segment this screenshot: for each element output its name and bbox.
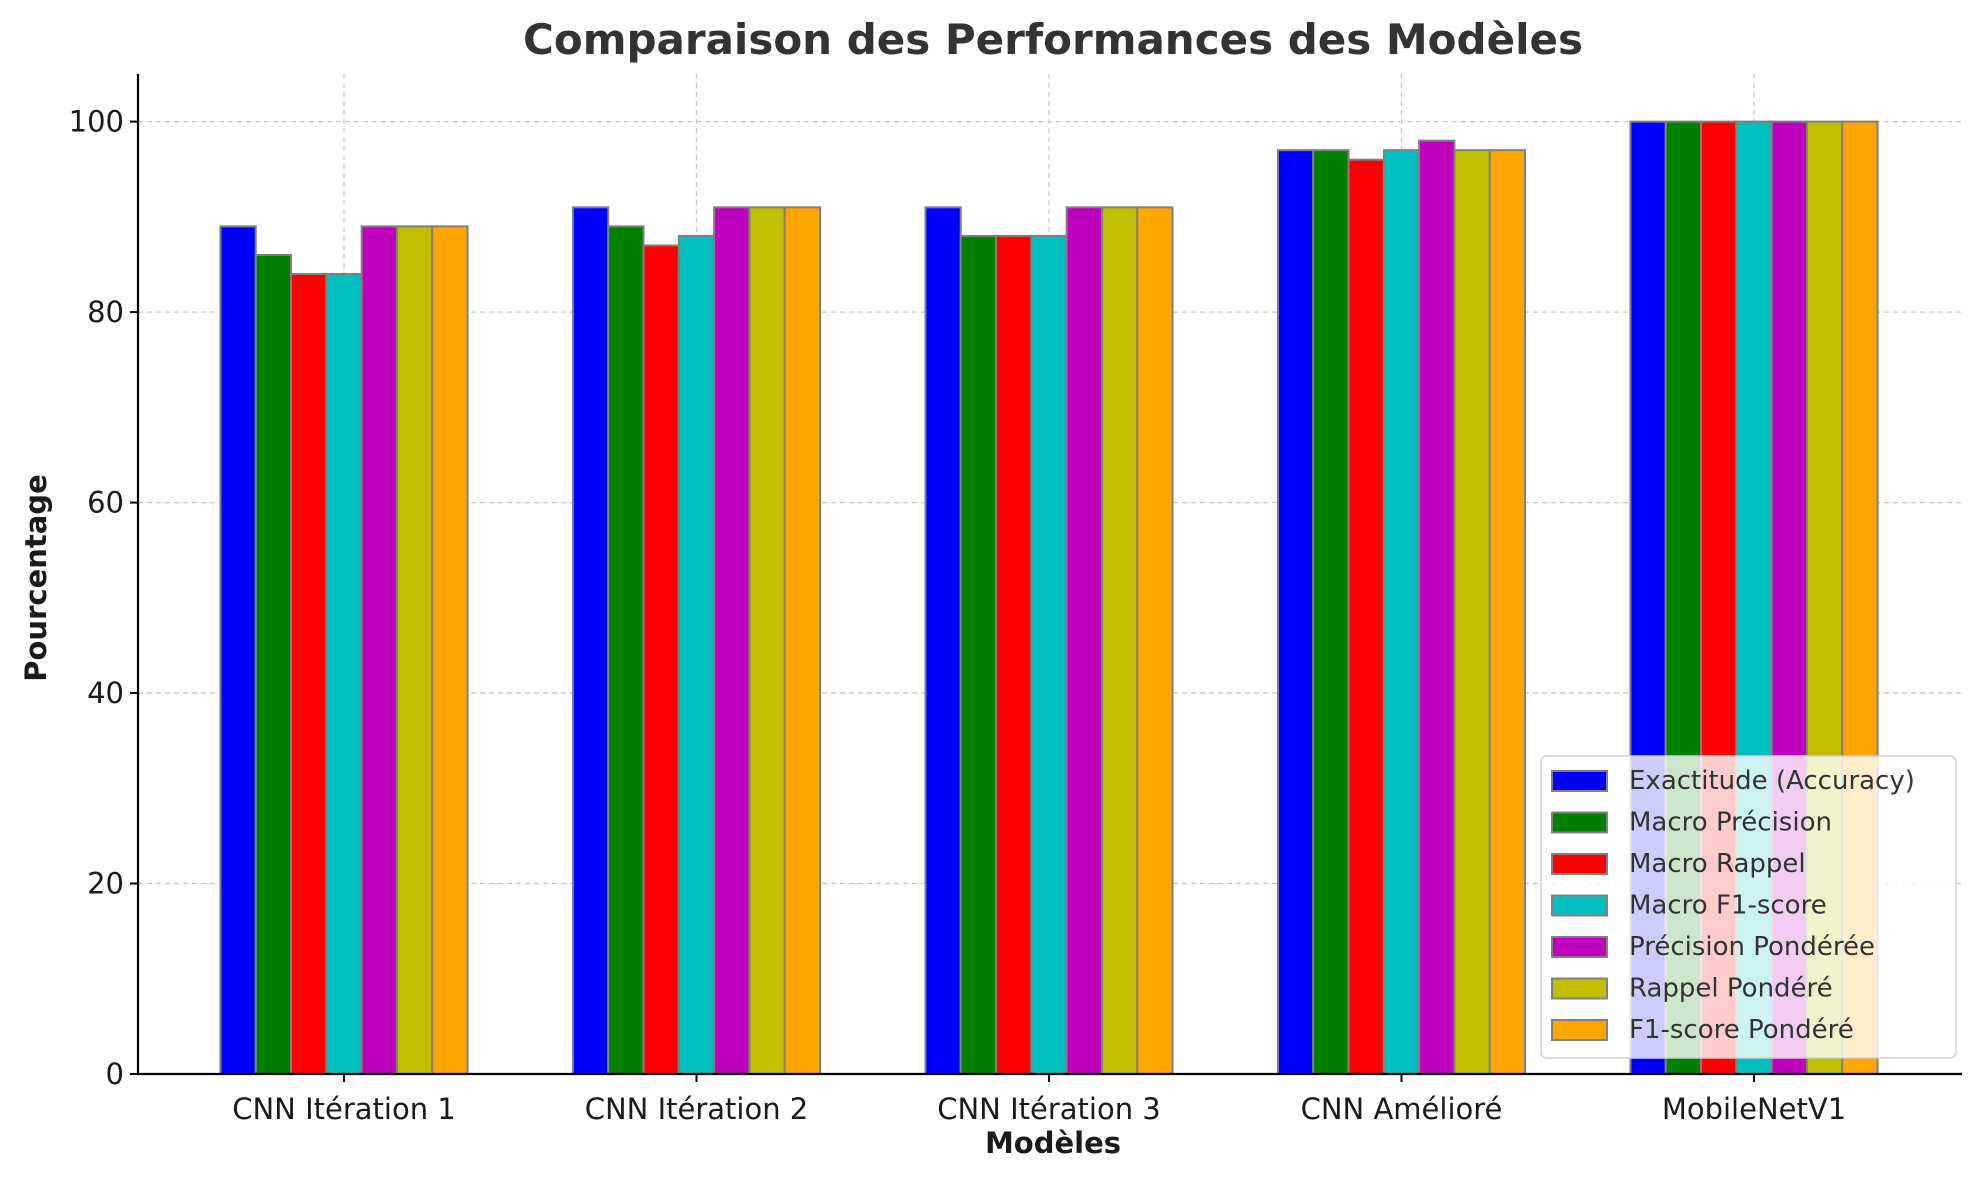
legend-swatch xyxy=(1551,894,1608,917)
legend-swatch xyxy=(1551,936,1608,958)
bar xyxy=(1065,206,1103,1076)
y-tick-label: 40 xyxy=(87,676,124,710)
bar xyxy=(290,273,328,1075)
bar xyxy=(1276,149,1315,1075)
legend-item-label: Macro Rappel xyxy=(1629,849,1806,879)
legend-swatch xyxy=(1551,1019,1608,1041)
bar xyxy=(713,206,751,1076)
y-axis-label: Pourcentage xyxy=(19,474,53,682)
y-tick-label: 0 xyxy=(106,1057,124,1091)
bars xyxy=(219,120,1879,1076)
bar xyxy=(254,253,293,1075)
bar xyxy=(360,225,398,1075)
bar xyxy=(325,273,363,1075)
legend-item-label: Rappel Pondéré xyxy=(1629,974,1833,1004)
bar xyxy=(571,206,610,1076)
legend-item-label: F1-score Pondéré xyxy=(1629,1015,1854,1045)
legend: Exactitude (Accuracy) Macro Précision Macr… xyxy=(1540,755,1957,1059)
x-axis-label: Modèles xyxy=(985,1126,1121,1160)
x-tick-label: MobileNetV1 xyxy=(1662,1092,1846,1126)
y-tick-label: 60 xyxy=(87,486,124,520)
y-tick-label: 20 xyxy=(87,867,124,901)
y-tick-label: 80 xyxy=(87,295,124,329)
bar xyxy=(1453,149,1491,1075)
legend-item-label: Précision Pondérée xyxy=(1629,932,1875,962)
legend-item-label: Macro Précision xyxy=(1629,808,1832,838)
bar xyxy=(1382,149,1421,1075)
bar xyxy=(677,234,716,1075)
legend-swatch xyxy=(1551,811,1608,834)
bar xyxy=(1312,149,1350,1075)
chart-title: Comparaison des Performances des Modèles xyxy=(523,15,1583,64)
bar xyxy=(995,234,1033,1075)
bar xyxy=(1136,206,1174,1076)
bar xyxy=(1488,149,1527,1075)
bar xyxy=(1418,139,1456,1075)
legend-item-label: Exactitude (Accuracy) xyxy=(1629,766,1915,796)
bar xyxy=(1030,234,1068,1075)
legend-swatch xyxy=(1551,853,1608,875)
bar xyxy=(219,225,257,1075)
y-tick-label: 100 xyxy=(69,105,124,139)
legend-box xyxy=(1540,755,1957,1059)
x-tick-label: CNN Itération 2 xyxy=(585,1092,809,1126)
tick-labels: 0 20 40 60 80 100 CNN Itération 1 CNN Itération… xyxy=(69,105,1847,1126)
bar xyxy=(642,244,680,1075)
bar xyxy=(607,225,645,1075)
bar xyxy=(783,206,822,1076)
bar xyxy=(395,225,434,1075)
legend-swatch xyxy=(1551,770,1608,792)
legend-swatch xyxy=(1551,977,1608,1000)
bar xyxy=(748,206,786,1076)
bar xyxy=(431,225,469,1075)
x-tick-label: CNN Itération 3 xyxy=(937,1092,1161,1126)
x-tick-label: CNN Itération 1 xyxy=(232,1092,456,1126)
bar xyxy=(959,234,998,1075)
bar xyxy=(924,206,962,1076)
x-tick-label: CNN Amélioré xyxy=(1301,1092,1503,1126)
bar xyxy=(1347,158,1385,1075)
legend-item-label: Macro F1-score xyxy=(1629,891,1827,921)
bar xyxy=(1100,206,1139,1076)
